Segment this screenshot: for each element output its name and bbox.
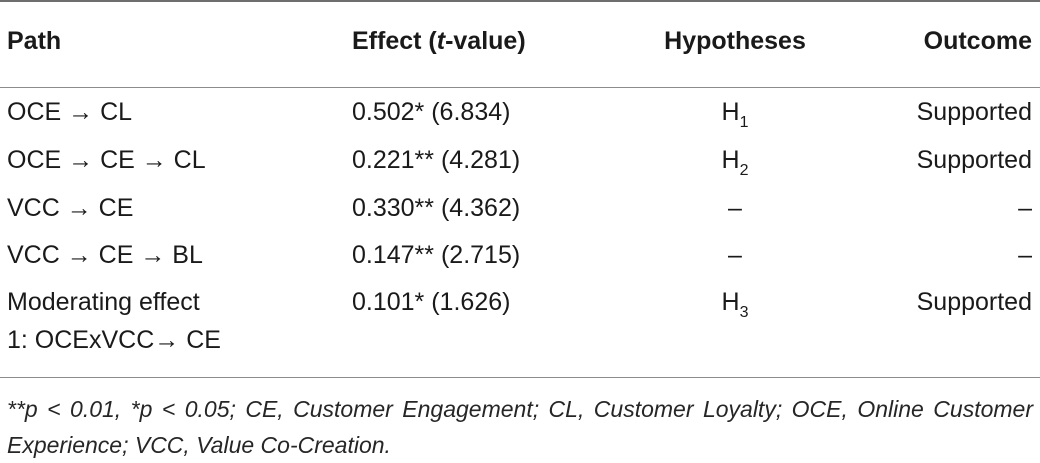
- row-1-hyp-main: H: [721, 98, 740, 126]
- header-effect-italic: t: [436, 27, 446, 55]
- row-1-hypothesis: H1: [590, 97, 880, 131]
- row-4-path: VCC → CE → BL: [7, 241, 203, 269]
- row-1-outcome: Supported: [916, 98, 1032, 126]
- table-bottom-rule: [0, 377, 1040, 378]
- row-1-effect: 0.502* (6.834): [352, 98, 511, 126]
- row-3-hyp-main: –: [728, 194, 742, 222]
- header-hypotheses: Hypotheses: [664, 27, 806, 55]
- row-5-hypothesis: H3: [590, 287, 880, 321]
- row-2-path: OCE → CE → CL: [7, 146, 206, 174]
- header-path: Path: [7, 27, 62, 55]
- table-footnote: **p < 0.01, *p < 0.05; CE, Customer Enga…: [7, 396, 1033, 458]
- row-5-effect: 0.101* (1.626): [352, 288, 511, 316]
- row-3-hypothesis: –: [590, 193, 880, 227]
- row-5-path: Moderating effect: [7, 288, 200, 316]
- header-effect: Effect (t-value): [352, 26, 526, 56]
- row-5-hyp-sub: 3: [739, 304, 749, 321]
- header-effect-suffix: -value): [445, 27, 526, 55]
- row-1-path: OCE → CL: [7, 98, 133, 126]
- row-4-hyp-main: –: [728, 241, 742, 269]
- table-top-rule: [0, 0, 1040, 2]
- header-rule: [0, 87, 1040, 88]
- row-1-hyp-sub: 1: [739, 114, 749, 131]
- row-2-hypothesis: H2: [590, 145, 880, 179]
- row-4-outcome: –: [1018, 241, 1032, 269]
- row-3-path: VCC → CE: [7, 194, 134, 222]
- row-2-outcome: Supported: [916, 146, 1032, 174]
- row-2-hyp-main: H: [721, 146, 740, 174]
- row-4-effect: 0.147** (2.715): [352, 241, 521, 269]
- row-5-outcome: Supported: [916, 288, 1032, 316]
- header-outcome: Outcome: [923, 27, 1032, 55]
- row-3-outcome: –: [1018, 194, 1032, 222]
- row-5-hyp-main: H: [721, 288, 740, 316]
- row-3-effect: 0.330** (4.362): [352, 194, 521, 222]
- header-effect-prefix: Effect (: [352, 27, 437, 55]
- row-2-hyp-sub: 2: [739, 162, 749, 179]
- row-2-effect: 0.221** (4.281): [352, 146, 521, 174]
- row-4-hypothesis: –: [590, 240, 880, 274]
- row-5-path-line2: 1: OCExVCC→ CE: [7, 326, 221, 354]
